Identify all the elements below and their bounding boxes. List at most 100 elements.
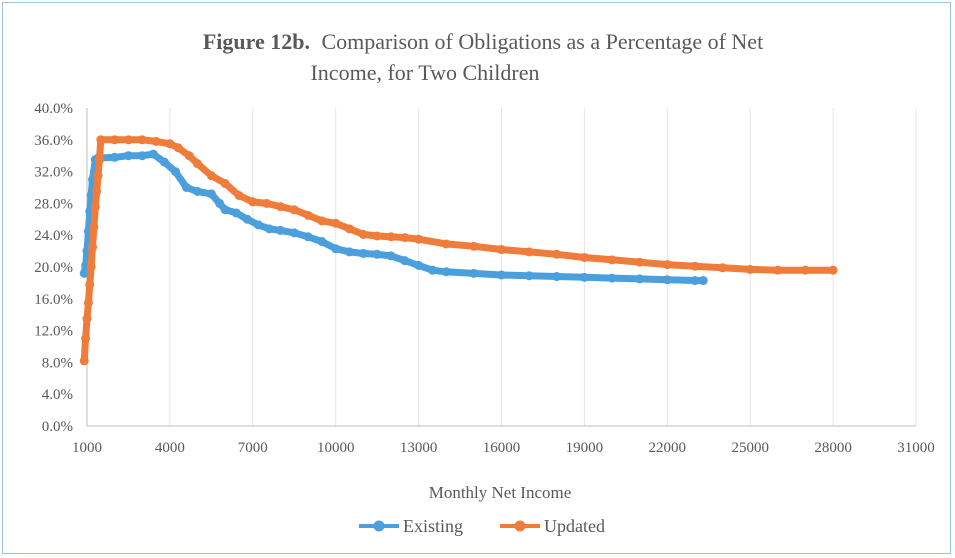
data-point-existing <box>220 205 230 215</box>
x-tick-label: 28000 <box>814 440 852 456</box>
data-point-updated <box>206 171 216 181</box>
data-point-updated <box>289 205 299 215</box>
data-point-existing <box>469 268 479 278</box>
data-point-existing <box>110 152 120 162</box>
data-point-updated <box>331 218 341 228</box>
y-tick-label: 40.0% <box>34 101 73 117</box>
data-point-existing <box>231 208 241 218</box>
data-point-existing <box>275 225 285 235</box>
data-point-existing <box>524 271 534 281</box>
data-point-updated <box>193 159 203 169</box>
data-point-updated <box>220 179 230 189</box>
data-point-updated <box>358 229 368 239</box>
x-tick-label: 22000 <box>649 440 687 456</box>
series-existing <box>79 149 708 286</box>
data-point-updated <box>469 241 479 251</box>
data-point-existing <box>170 167 180 177</box>
data-point-existing <box>386 251 396 261</box>
y-tick-label: 8.0% <box>42 355 73 371</box>
data-point-updated <box>414 234 424 244</box>
data-point-updated <box>89 222 99 232</box>
y-tick-label: 4.0% <box>42 387 73 403</box>
data-point-updated <box>82 314 92 324</box>
legend-item-existing: Existing <box>359 516 463 536</box>
data-point-existing <box>137 151 147 161</box>
x-tick-label: 1000 <box>72 440 102 456</box>
data-point-updated <box>828 265 838 275</box>
legend-label: Updated <box>544 516 605 536</box>
data-point-updated <box>635 257 645 267</box>
data-point-updated <box>317 216 327 226</box>
y-tick-label: 28.0% <box>34 196 73 212</box>
data-point-existing <box>317 237 327 247</box>
data-point-existing <box>253 220 263 230</box>
y-tick-label: 36.0% <box>34 133 73 149</box>
data-point-updated <box>497 245 506 255</box>
y-tick-label: 24.0% <box>34 228 73 244</box>
series-updated <box>79 135 838 366</box>
chart-title: Figure 12b. Comparison of Obligations as… <box>203 29 763 85</box>
data-point-existing <box>607 273 617 283</box>
data-point-updated <box>79 356 89 366</box>
data-point-existing <box>289 228 299 238</box>
data-point-existing <box>441 267 451 277</box>
x-axis: 1000 4000 7000 10000 13000 16000 19000 22000 250… <box>72 425 935 456</box>
data-point-existing <box>427 265 437 275</box>
data-point-updated <box>137 135 147 145</box>
x-axis-label: Monthly Net Income <box>429 483 572 502</box>
data-point-updated <box>718 263 728 273</box>
data-point-updated <box>151 136 161 146</box>
data-point-existing <box>193 186 203 196</box>
data-point-updated <box>400 233 410 243</box>
data-point-updated <box>386 232 396 242</box>
data-point-updated <box>88 242 98 252</box>
chart-title-line-2: Income, for Two Children <box>310 60 539 85</box>
data-point-existing <box>358 248 368 258</box>
data-point-existing <box>690 276 700 286</box>
data-point-existing <box>303 232 313 242</box>
data-point-existing <box>635 274 645 284</box>
data-point-existing <box>159 157 169 167</box>
data-point-updated <box>607 255 617 265</box>
data-point-updated <box>773 265 783 275</box>
legend-swatch-marker <box>373 520 385 532</box>
data-point-updated <box>248 197 258 207</box>
data-point-existing <box>215 198 225 208</box>
data-point-existing <box>123 151 133 161</box>
chart-title-bold: Figure 12b. <box>203 29 310 54</box>
x-tick-label: 13000 <box>400 440 438 456</box>
chart-title-line-1-text: Comparison of Obligations as a Percentag… <box>321 29 763 54</box>
data-point-updated <box>93 171 103 181</box>
data-point-updated <box>96 135 106 145</box>
series-line-updated <box>80 136 837 365</box>
data-point-existing <box>372 249 382 259</box>
x-tick-label: 4000 <box>155 440 185 456</box>
data-point-updated <box>524 247 534 257</box>
data-point-existing <box>698 276 708 286</box>
series-layer <box>79 135 838 366</box>
data-point-existing <box>79 268 89 278</box>
data-point-updated <box>662 260 672 270</box>
legend: Existing Updated <box>359 516 605 536</box>
data-point-updated <box>690 261 700 271</box>
data-point-existing <box>552 272 562 282</box>
data-point-updated <box>552 249 562 259</box>
data-point-existing <box>264 224 274 234</box>
data-point-updated <box>123 135 133 145</box>
data-point-updated <box>90 202 100 212</box>
data-point-updated <box>81 334 91 344</box>
legend-label: Existing <box>403 516 463 536</box>
y-tick-label: 12.0% <box>34 324 73 340</box>
data-point-existing <box>206 189 216 199</box>
data-point-existing <box>331 244 341 254</box>
data-point-updated <box>262 198 272 208</box>
data-point-existing <box>400 256 410 266</box>
data-point-existing <box>345 247 355 257</box>
data-point-updated <box>579 252 589 262</box>
y-tick-label: 20.0% <box>34 260 73 276</box>
data-point-existing <box>662 275 672 285</box>
data-point-existing <box>579 272 589 282</box>
data-point-existing <box>181 183 191 192</box>
x-tick-label: 7000 <box>238 440 268 456</box>
